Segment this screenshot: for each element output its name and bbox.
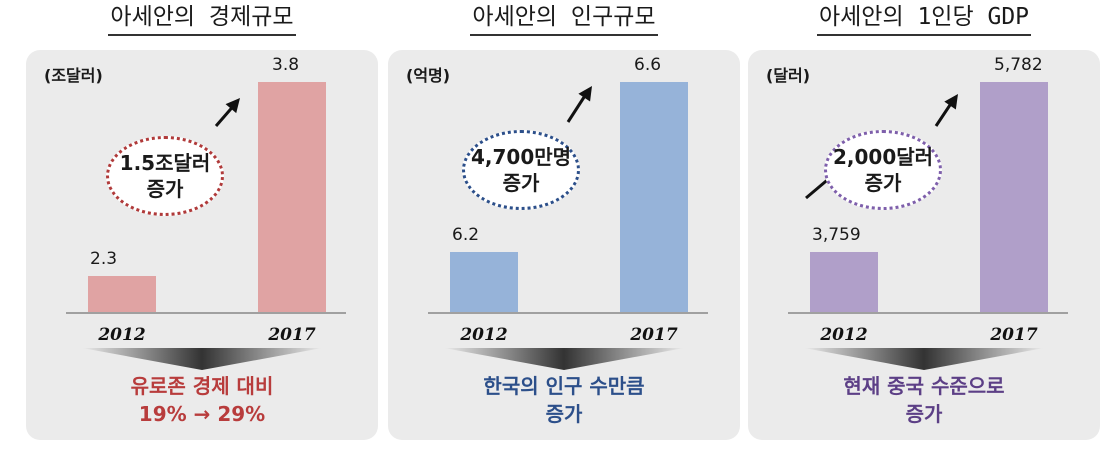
down-shadow-arrow <box>444 348 684 370</box>
chart-panel-population: (억명) 6.2 2012 6.6 2017 4,700만명 증가 한국의 인구 수만큼… <box>388 50 740 440</box>
value-label-2012: 2.3 <box>90 249 117 269</box>
bar-2012 <box>450 252 518 312</box>
summary-text: 한국의 인구 수만큼 증가 <box>483 374 645 426</box>
bar-chart: 3,759 2012 5,782 2017 <box>788 55 1068 345</box>
bar-2012 <box>810 252 878 312</box>
arrow-head-icon <box>225 98 240 114</box>
bar-chart: 6.2 2012 6.6 2017 <box>428 55 708 345</box>
value-label-2017: 5,782 <box>994 55 1043 75</box>
value-label-2012: 3,759 <box>812 225 861 245</box>
chart-panel-economy: (조달러) 2.3 2012 3.8 2017 1.5조달러 증가 유로존 경제 대비 1… <box>26 50 378 440</box>
increase-annotation: 2,000달러 증가 <box>824 130 942 210</box>
bar-2017 <box>980 82 1048 312</box>
year-label-2017: 2017 <box>989 325 1037 345</box>
chart-title: 아세안의 인구규모 <box>388 4 740 38</box>
chart-title: 아세안의 1인당 GDP <box>748 4 1100 38</box>
year-label-2012: 2012 <box>459 325 507 345</box>
value-label-2017: 3.8 <box>272 55 299 75</box>
increase-annotation: 4,700만명 증가 <box>462 130 580 210</box>
summary-text: 유로존 경제 대비 19% → 29% <box>130 374 274 426</box>
chart-title: 아세안의 경제규모 <box>26 4 378 38</box>
arrow-head-icon <box>944 94 958 110</box>
unit-label: (억명) <box>406 66 451 85</box>
bar-2012 <box>88 276 156 312</box>
year-label-2012: 2012 <box>97 325 145 345</box>
value-label-2012: 6.2 <box>452 225 479 245</box>
arrow-head-icon <box>578 86 592 102</box>
summary-text: 현재 중국 수준으로 증가 <box>843 374 1005 426</box>
year-label-2017: 2017 <box>267 325 315 345</box>
value-label-2017: 6.6 <box>634 55 661 75</box>
year-label-2012: 2012 <box>819 325 867 345</box>
bar-chart: 2.3 2012 3.8 2017 <box>66 55 346 345</box>
bar-2017 <box>620 82 688 312</box>
chart-panel-gdp-per-capita: (달러) 3,759 2012 5,782 2017 2,000달러 증가 현재 중국 … <box>748 50 1100 440</box>
down-shadow-arrow <box>82 348 322 370</box>
unit-label: (조달러) <box>44 66 103 85</box>
down-shadow-arrow <box>804 348 1044 370</box>
increase-annotation: 1.5조달러 증가 <box>106 136 224 216</box>
bar-2017 <box>258 82 326 312</box>
year-label-2017: 2017 <box>629 325 677 345</box>
unit-label: (달러) <box>766 66 811 85</box>
